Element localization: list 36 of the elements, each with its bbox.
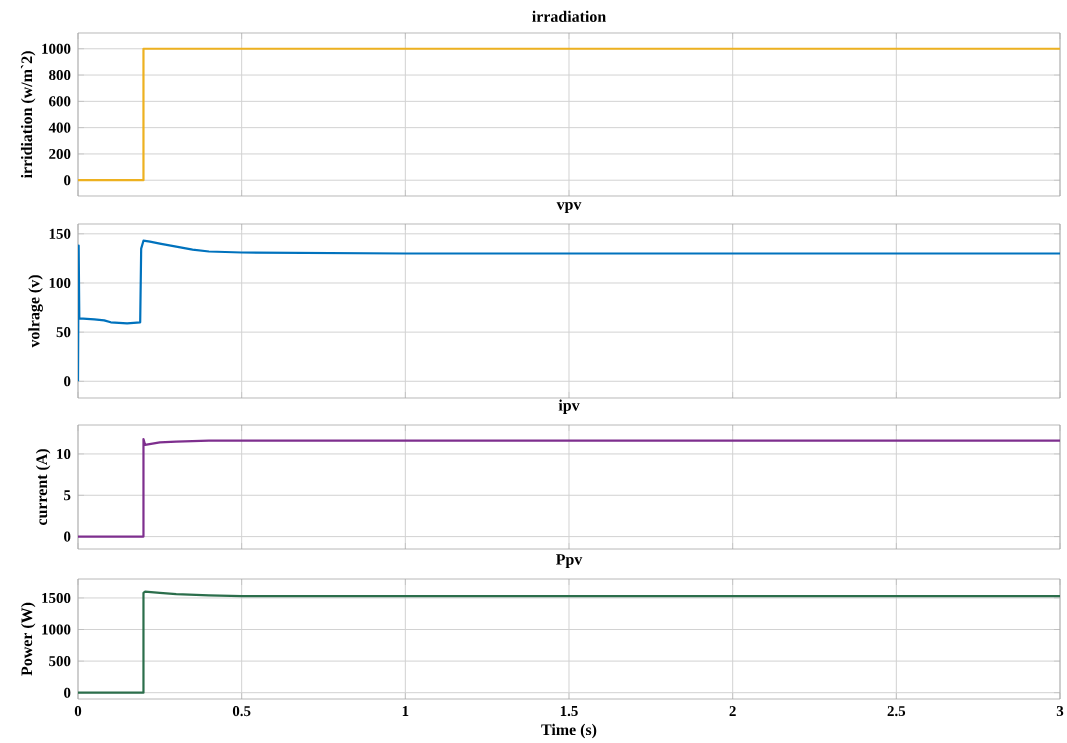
- x-tick-label: 3: [1056, 706, 1064, 717]
- y-axis-title: volrage (v): [28, 275, 43, 348]
- chart-title: vpv: [556, 202, 582, 214]
- x-tick-label: 1.5: [560, 706, 578, 717]
- x-tick-label: 2.5: [887, 706, 906, 717]
- y-tick-label: 0: [64, 531, 71, 542]
- line-series: [78, 437, 1061, 538]
- y-tick-label: 10: [57, 448, 71, 459]
- y-tick-label: 200: [49, 148, 71, 159]
- y-tick-label: 0: [64, 175, 71, 186]
- x-tick-label: 0.5: [232, 706, 251, 717]
- x-tick-label: 1: [402, 706, 409, 716]
- x-axis-title: Time (s): [541, 723, 597, 739]
- y-tick-label: 600: [49, 96, 71, 107]
- y-tick-label: 0: [64, 687, 71, 698]
- y-axis-title: irridiation (w/m`2): [20, 51, 36, 179]
- chart-title: irradiation: [532, 10, 606, 22]
- y-tick-label: 1500: [42, 592, 71, 603]
- y-tick-label: 0: [64, 376, 71, 387]
- line-series: [78, 590, 1061, 694]
- y-axis-title: current (A): [35, 449, 51, 526]
- y-tick-label: 500: [49, 656, 71, 667]
- line-series: [78, 239, 1061, 383]
- y-tick-label: 100: [49, 277, 71, 289]
- chart-title: ipv: [558, 399, 580, 415]
- y-tick-label: 5: [64, 490, 71, 501]
- y-tick-label: 1000: [42, 624, 71, 635]
- x-tick-label: 0: [74, 706, 82, 717]
- chart-title: Ppv: [556, 554, 583, 569]
- y-tick-label: 800: [49, 70, 71, 81]
- y-tick-label: 400: [48, 122, 71, 133]
- x-tick-label: 2: [729, 706, 736, 716]
- y-axis-title: Power (W): [20, 602, 36, 676]
- y-tick-label: 50: [56, 327, 71, 338]
- y-tick-label: 150: [49, 228, 71, 239]
- y-tick-label: 1000: [42, 43, 71, 54]
